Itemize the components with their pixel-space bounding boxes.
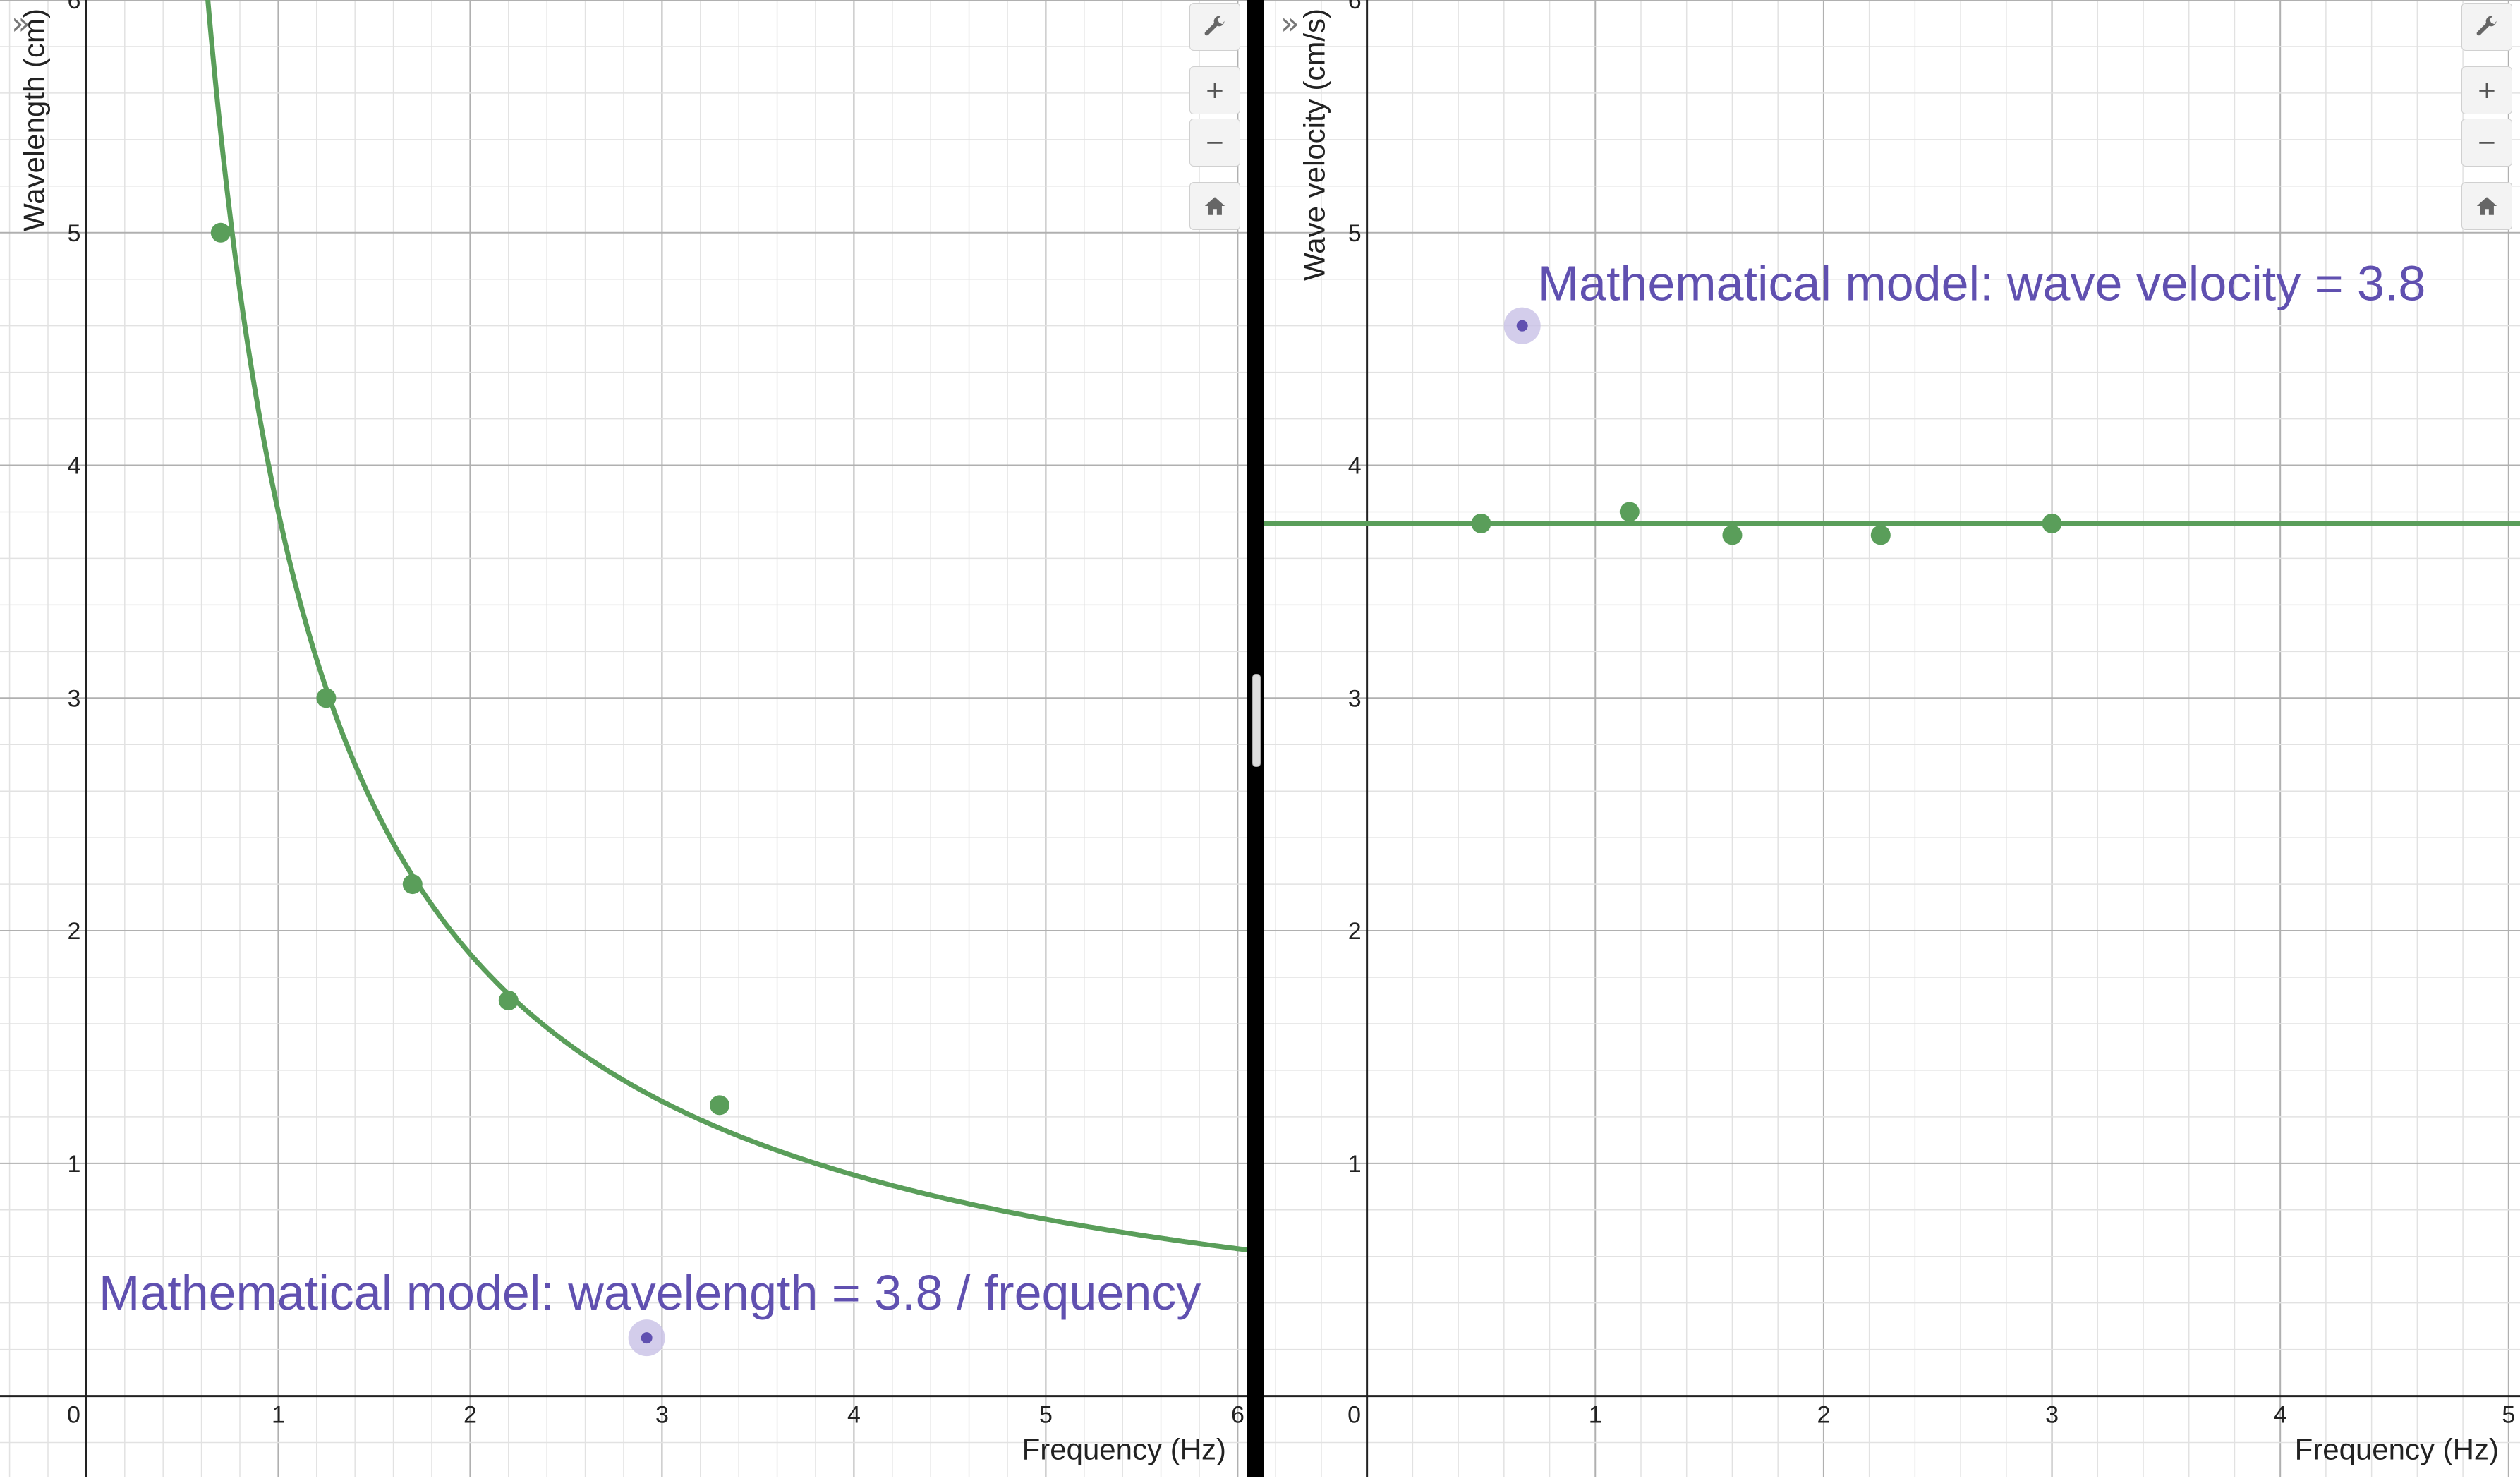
data-point[interactable]	[498, 990, 519, 1010]
model-curve	[205, 0, 1247, 1252]
x-tick-label: 0	[67, 1402, 80, 1429]
data-point[interactable]	[1722, 525, 1743, 545]
y-tick-label: 5	[1348, 220, 1362, 247]
model-annotation-label: Mathematical model: wave velocity = 3.8	[1538, 256, 2426, 311]
y-tick-label: 3	[67, 685, 80, 712]
x-axis-label: Frequency (Hz)	[1022, 1433, 1226, 1466]
data-point[interactable]	[316, 688, 337, 708]
data-point[interactable]	[1619, 502, 1640, 522]
expand-panel-icon[interactable]: »	[11, 6, 30, 42]
x-tick-label: 1	[272, 1402, 285, 1429]
data-point[interactable]	[2042, 513, 2062, 533]
x-tick-label: 3	[2045, 1402, 2059, 1429]
data-point[interactable]	[1471, 513, 1491, 533]
y-tick-label: 2	[1348, 918, 1362, 945]
default-view-button[interactable]	[1189, 182, 1240, 230]
x-tick-label: 2	[464, 1402, 477, 1429]
y-tick-label: 3	[1348, 685, 1362, 712]
y-tick-label: 6	[1348, 0, 1362, 14]
zoom-out-button[interactable]: −	[1189, 119, 1240, 167]
data-point[interactable]	[402, 874, 423, 895]
x-axis-label: Frequency (Hz)	[2295, 1433, 2499, 1466]
x-tick-label: 0	[1347, 1402, 1361, 1429]
data-point[interactable]	[1870, 525, 1891, 545]
velocity-graph: 0 1 2 3 4 5 1 2 3 4 5 6 Frequency (Hz) Wave velocity …	[1264, 0, 2520, 1477]
divider-drag-handle[interactable]	[1252, 674, 1261, 767]
zoom-out-button[interactable]: −	[2461, 119, 2512, 167]
expand-panel-icon[interactable]: »	[1280, 6, 1300, 42]
y-tick-label: 1	[1348, 1151, 1362, 1178]
y-tick-label: 4	[67, 453, 80, 480]
data-point[interactable]	[210, 222, 231, 243]
settings-button[interactable]	[1189, 3, 1240, 51]
zoom-in-button[interactable]: +	[1189, 66, 1240, 114]
x-tick-label: 3	[655, 1402, 669, 1429]
x-tick-label: 5	[1039, 1402, 1053, 1429]
x-tick-label: 5	[2502, 1402, 2515, 1429]
wrench-icon	[2476, 16, 2497, 36]
model-annotation-label: Mathematical model: wavelength = 3.8 / f…	[99, 1265, 1201, 1320]
y-tick-label: 5	[67, 220, 80, 247]
y-axis-label: Wave velocity (cm/s)	[1298, 8, 1331, 281]
home-icon	[2476, 197, 2497, 215]
data-point[interactable]	[710, 1095, 729, 1116]
settings-button[interactable]	[2461, 3, 2512, 51]
y-tick-label: 1	[67, 1151, 80, 1178]
default-view-button[interactable]	[2461, 182, 2512, 230]
annotation-point[interactable]	[641, 1332, 653, 1344]
annotation-point[interactable]	[1516, 320, 1528, 332]
x-tick-label: 2	[1817, 1402, 1830, 1429]
y-axis-label: Wavelength (cm)	[17, 8, 50, 231]
x-tick-label: 1	[1589, 1402, 1602, 1429]
x-tick-label: 4	[847, 1402, 861, 1429]
y-tick-label: 2	[67, 918, 80, 945]
y-tick-label: 6	[67, 0, 80, 14]
x-tick-label: 6	[1231, 1402, 1244, 1429]
zoom-in-button[interactable]: +	[2461, 66, 2512, 114]
home-icon	[1204, 197, 1225, 215]
wrench-icon	[1204, 16, 1225, 36]
y-tick-label: 4	[1348, 453, 1362, 480]
x-tick-label: 4	[2274, 1402, 2287, 1429]
